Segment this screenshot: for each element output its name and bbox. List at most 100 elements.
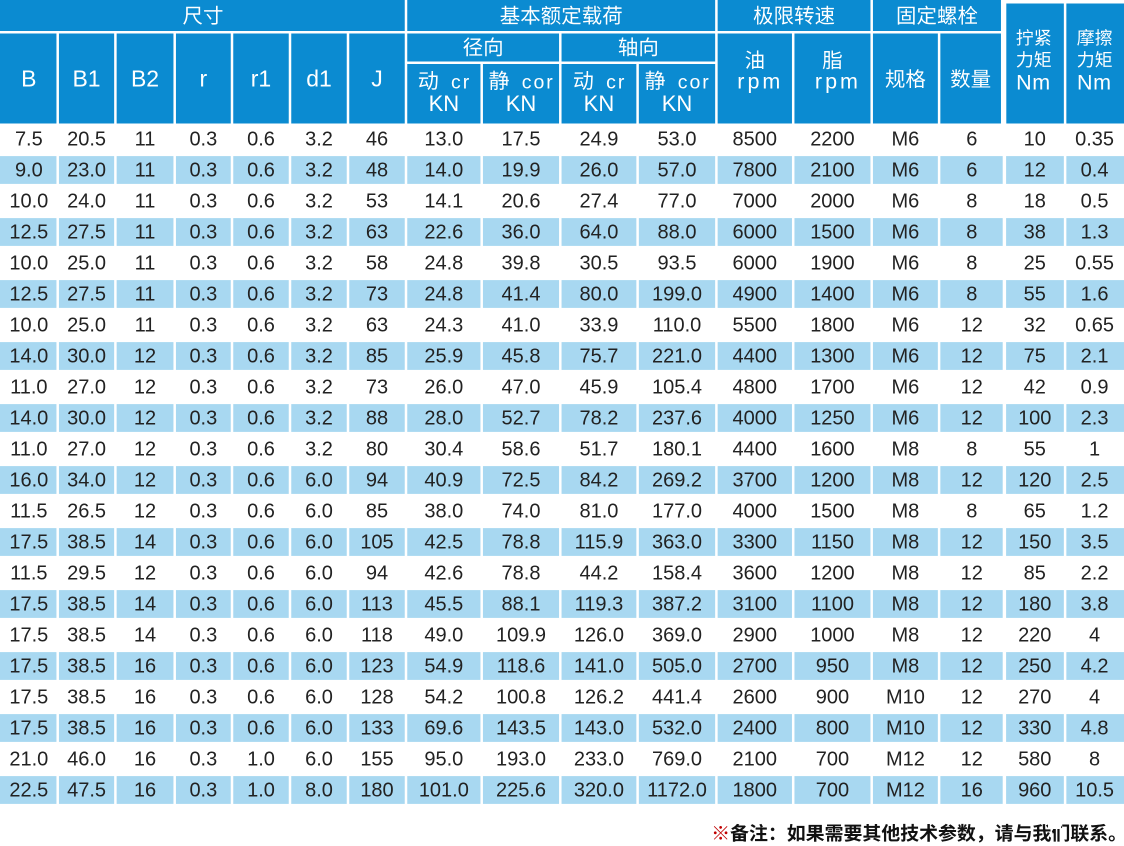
svg-text:0.3: 0.3 (189, 191, 217, 213)
svg-text:11: 11 (135, 160, 156, 182)
svg-text:960: 960 (1018, 780, 1051, 802)
svg-text:34.0: 34.0 (67, 470, 106, 492)
svg-text:4.2: 4.2 (1081, 656, 1109, 678)
svg-text:cr: cr (451, 71, 471, 93)
svg-text:12.5: 12.5 (9, 284, 48, 306)
svg-text:2200: 2200 (810, 129, 855, 151)
svg-text:150: 150 (1018, 532, 1051, 554)
svg-text:6.0: 6.0 (305, 625, 333, 647)
svg-text:126.2: 126.2 (574, 687, 624, 709)
svg-text:24.3: 24.3 (424, 315, 463, 337)
svg-text:17.5: 17.5 (9, 625, 48, 647)
svg-text:700: 700 (816, 749, 849, 771)
svg-text:6.0: 6.0 (305, 532, 333, 554)
svg-text:119.3: 119.3 (575, 594, 624, 616)
svg-text:0.6: 0.6 (247, 532, 275, 554)
svg-text:118.6: 118.6 (497, 656, 546, 678)
svg-text:27.5: 27.5 (67, 284, 106, 306)
svg-text:237.6: 237.6 (652, 408, 702, 430)
svg-text:1800: 1800 (733, 780, 778, 802)
svg-text:44.2: 44.2 (579, 563, 618, 585)
svg-text:0.3: 0.3 (189, 129, 217, 151)
svg-text:12: 12 (134, 377, 156, 399)
svg-text:cor: cor (522, 71, 555, 93)
svg-text:17.5: 17.5 (9, 718, 48, 740)
svg-text:55: 55 (1024, 284, 1046, 306)
svg-text:155: 155 (360, 749, 393, 771)
svg-text:113: 113 (361, 594, 393, 616)
svg-text:900: 900 (816, 687, 849, 709)
svg-text:12: 12 (961, 656, 983, 678)
svg-text:2.3: 2.3 (1081, 408, 1109, 430)
svg-text:46: 46 (366, 129, 388, 151)
svg-text:M6: M6 (892, 191, 920, 213)
svg-text:177.0: 177.0 (652, 501, 702, 523)
svg-text:14: 14 (134, 625, 156, 647)
svg-text:0.6: 0.6 (247, 346, 275, 368)
svg-text:13.0: 13.0 (424, 129, 463, 151)
svg-text:11.0: 11.0 (10, 439, 47, 461)
svg-text:369.0: 369.0 (652, 625, 702, 647)
svg-text:3.2: 3.2 (305, 222, 333, 244)
svg-text:11.5: 11.5 (10, 501, 47, 523)
svg-text:38.0: 38.0 (424, 501, 463, 523)
svg-text:M12: M12 (886, 780, 925, 802)
svg-text:8: 8 (966, 439, 977, 461)
svg-text:25.0: 25.0 (67, 253, 106, 275)
svg-text:14.0: 14.0 (9, 408, 48, 430)
svg-text:2400: 2400 (733, 718, 778, 740)
svg-text:6.0: 6.0 (305, 501, 333, 523)
svg-text:38.5: 38.5 (67, 656, 106, 678)
svg-text:B1: B1 (72, 66, 100, 92)
svg-text:38.5: 38.5 (67, 718, 106, 740)
svg-text:12: 12 (961, 470, 983, 492)
svg-text:M6: M6 (892, 377, 920, 399)
svg-text:B2: B2 (131, 66, 159, 92)
svg-text:1100: 1100 (811, 594, 854, 616)
svg-text:r1: r1 (251, 66, 271, 92)
svg-text:63: 63 (366, 315, 388, 337)
svg-text:16: 16 (134, 656, 156, 678)
svg-text:0.6: 0.6 (247, 284, 275, 306)
svg-text:88.0: 88.0 (658, 222, 697, 244)
svg-text:84.2: 84.2 (579, 470, 618, 492)
svg-text:10.0: 10.0 (9, 191, 48, 213)
svg-text:12.5: 12.5 (9, 222, 48, 244)
svg-text:Nm: Nm (1016, 70, 1051, 94)
svg-text:38.5: 38.5 (67, 532, 106, 554)
svg-text:42: 42 (1024, 377, 1046, 399)
svg-text:88.1: 88.1 (502, 594, 541, 616)
svg-text:16.0: 16.0 (9, 470, 48, 492)
svg-text:12: 12 (961, 346, 983, 368)
svg-text:0.3: 0.3 (189, 470, 217, 492)
svg-text:5500: 5500 (733, 315, 778, 337)
svg-text:2100: 2100 (810, 160, 855, 182)
svg-text:100: 100 (1018, 408, 1051, 430)
svg-text:0.6: 0.6 (247, 625, 275, 647)
svg-text:387.2: 387.2 (652, 594, 702, 616)
svg-text:101.0: 101.0 (419, 780, 469, 802)
svg-text:0.6: 0.6 (247, 191, 275, 213)
svg-text:14.0: 14.0 (424, 160, 463, 182)
svg-text:17.5: 17.5 (502, 129, 541, 151)
svg-text:4900: 4900 (733, 284, 778, 306)
svg-text:M8: M8 (892, 501, 920, 523)
svg-text:1200: 1200 (810, 563, 855, 585)
svg-text:4.8: 4.8 (1081, 718, 1109, 740)
svg-text:8: 8 (966, 284, 977, 306)
svg-text:10: 10 (1024, 129, 1046, 151)
svg-text:0.3: 0.3 (189, 501, 217, 523)
svg-text:700: 700 (816, 780, 849, 802)
svg-text:0.3: 0.3 (189, 749, 217, 771)
svg-text:128: 128 (360, 687, 393, 709)
svg-text:120: 120 (1018, 470, 1051, 492)
svg-text:3.2: 3.2 (305, 253, 333, 275)
svg-text:1: 1 (1089, 439, 1100, 461)
svg-text:769.0: 769.0 (652, 749, 702, 771)
svg-text:94: 94 (366, 470, 388, 492)
svg-text:1172.0: 1172.0 (647, 780, 707, 802)
svg-text:199.0: 199.0 (652, 284, 702, 306)
svg-text:12: 12 (961, 563, 983, 585)
svg-text:11: 11 (135, 315, 156, 337)
svg-text:KN: KN (584, 91, 615, 116)
